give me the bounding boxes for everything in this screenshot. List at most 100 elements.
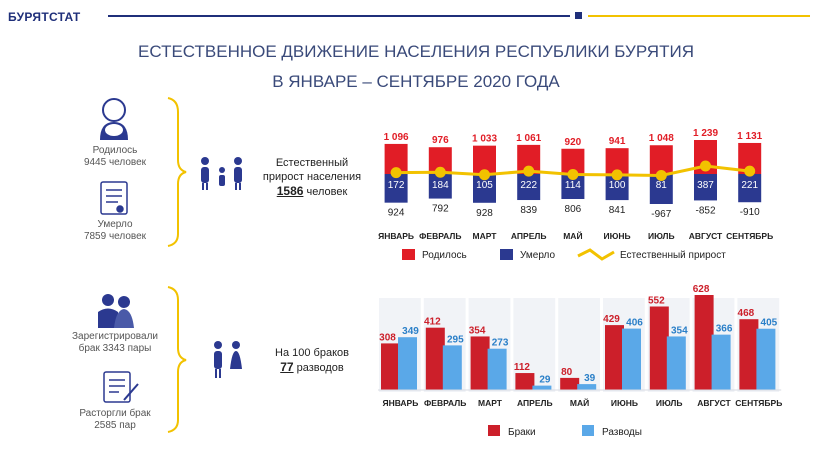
died-bar bbox=[738, 174, 762, 203]
ratio-unit: разводов bbox=[293, 362, 344, 374]
died-bar bbox=[473, 174, 496, 203]
born-value-label: 1 061 bbox=[516, 133, 541, 144]
marriage-label: Зарегистрировали bbox=[72, 331, 158, 342]
divorce-value-label: 29 bbox=[539, 375, 551, 386]
born-value-label: 920 bbox=[565, 137, 582, 148]
died-value-label: -852 bbox=[695, 205, 715, 216]
legend-born-swatch bbox=[402, 249, 415, 260]
growth-value-label: 222 bbox=[520, 180, 537, 191]
category-label: ЯНВАРЬ bbox=[378, 231, 414, 241]
born-bar bbox=[384, 143, 408, 174]
legend-divorce-swatch bbox=[582, 425, 594, 436]
marriage-value-label: 354 bbox=[469, 325, 486, 336]
divorce-bar bbox=[398, 337, 417, 390]
left-panel-graphics bbox=[98, 97, 242, 433]
born-bar bbox=[517, 144, 541, 174]
header-divider-square bbox=[575, 12, 582, 19]
top-bracket bbox=[167, 97, 187, 247]
died-bar bbox=[561, 174, 585, 200]
died-value-label: -967 bbox=[651, 209, 671, 220]
died-value-label: 841 bbox=[609, 205, 626, 216]
died-value-label: 928 bbox=[476, 208, 493, 219]
marriage-value-label: 628 bbox=[693, 284, 710, 295]
growth-point bbox=[611, 169, 623, 181]
growth-value-label: 100 bbox=[609, 180, 626, 191]
marriage-value-label: 112 bbox=[514, 362, 531, 373]
page-title: ЕСТЕСТВЕННОЕ ДВИЖЕНИЕ НАСЕЛЕНИЯ РЕСПУБЛИ… bbox=[138, 42, 694, 61]
born-value-label: 1 239 bbox=[693, 128, 718, 139]
divorce-bar bbox=[577, 384, 597, 390]
population-chart: 1 096 924 172 ЯНВАРЬ 976 792 184 ФЕВРАЛЬ 1 033 92… bbox=[378, 128, 773, 261]
page-subtitle: В ЯНВАРЕ – СЕНТЯБРЕ 2020 ГОДА bbox=[272, 72, 560, 91]
legend-marriage-text: Браки bbox=[508, 427, 536, 438]
legend-died-text: Умерло bbox=[520, 250, 556, 261]
certificate-icon bbox=[100, 181, 128, 215]
category-label: АВГУСТ bbox=[697, 398, 731, 408]
growth-value-label: 114 bbox=[565, 180, 581, 191]
marriage-value-label: 80 bbox=[561, 367, 573, 378]
born-bar bbox=[428, 147, 452, 174]
category-label: ИЮНЬ bbox=[611, 398, 638, 408]
growth-point bbox=[434, 166, 446, 178]
divorce-bar bbox=[666, 336, 686, 390]
growth-point bbox=[744, 165, 756, 177]
born-bar bbox=[561, 148, 585, 174]
category-label: ИЮНЬ bbox=[604, 231, 631, 241]
born-value-label: 1 096 bbox=[384, 132, 409, 143]
marriage-bar bbox=[425, 327, 445, 390]
growth-point bbox=[390, 167, 402, 179]
family-icon bbox=[201, 157, 242, 190]
category-label: АВГУСТ bbox=[689, 231, 723, 241]
category-label: ФЕВРАЛЬ bbox=[424, 398, 466, 408]
category-label: ИЮЛЬ bbox=[656, 398, 683, 408]
category-label: МАРТ bbox=[478, 398, 503, 408]
marriage-bar bbox=[515, 373, 535, 390]
legend-born-text: Родилось bbox=[422, 250, 467, 261]
category-label: СЕНТЯБРЬ bbox=[735, 398, 782, 408]
category-label: ЯНВАРЬ bbox=[382, 398, 418, 408]
ratio-label: На 100 браков bbox=[275, 347, 349, 359]
divorce-bar bbox=[756, 328, 776, 390]
category-label: ФЕВРАЛЬ bbox=[419, 231, 461, 241]
divorce-bar bbox=[711, 334, 731, 390]
born-label: Родилось bbox=[92, 145, 138, 156]
born-bar bbox=[649, 145, 673, 174]
legend-marriage-swatch bbox=[488, 425, 500, 436]
marriage-value-label: 552 bbox=[648, 295, 665, 306]
marriage-bar bbox=[560, 377, 580, 390]
growth-value-label: 221 bbox=[741, 180, 758, 191]
growth-value-label: 387 bbox=[697, 180, 714, 191]
divorce-bar bbox=[442, 345, 462, 390]
marriage-value-label: 412 bbox=[424, 317, 441, 328]
header-divider-blue bbox=[108, 15, 570, 17]
divorce-label: Расторгли брак bbox=[79, 408, 151, 419]
baby-icon bbox=[100, 98, 128, 140]
growth-value-label: 172 bbox=[388, 180, 405, 191]
died-bar bbox=[428, 174, 452, 199]
died-bar bbox=[694, 174, 717, 201]
divorce-bar bbox=[622, 328, 641, 390]
marriage-count: брак 3343 пары bbox=[78, 343, 152, 354]
category-label: МАРТ bbox=[473, 231, 498, 241]
born-value-label: 976 bbox=[432, 135, 449, 146]
ratio-value: 77 bbox=[280, 360, 294, 374]
born-bar bbox=[738, 142, 762, 174]
died-value-label: 792 bbox=[432, 204, 449, 215]
growth-point bbox=[655, 169, 667, 181]
divorce-bar bbox=[532, 385, 552, 390]
divorce-value-label: 39 bbox=[584, 373, 596, 384]
divorce-value-label: 349 bbox=[402, 326, 419, 337]
born-bar bbox=[473, 145, 496, 174]
legend-died-swatch bbox=[500, 249, 513, 260]
born-value-label: 941 bbox=[609, 136, 626, 147]
marriage-value-label: 429 bbox=[603, 314, 620, 325]
wedding-couple-icon bbox=[98, 294, 134, 328]
growth-label-2: прирост населения bbox=[262, 171, 362, 183]
category-label: АПРЕЛЬ bbox=[517, 398, 553, 408]
born-bar bbox=[605, 148, 629, 174]
died-bar bbox=[517, 174, 541, 201]
died-value-label: 806 bbox=[565, 204, 582, 215]
growth-point bbox=[479, 169, 490, 181]
marriage-bar bbox=[381, 343, 400, 390]
growth-point bbox=[700, 160, 711, 172]
